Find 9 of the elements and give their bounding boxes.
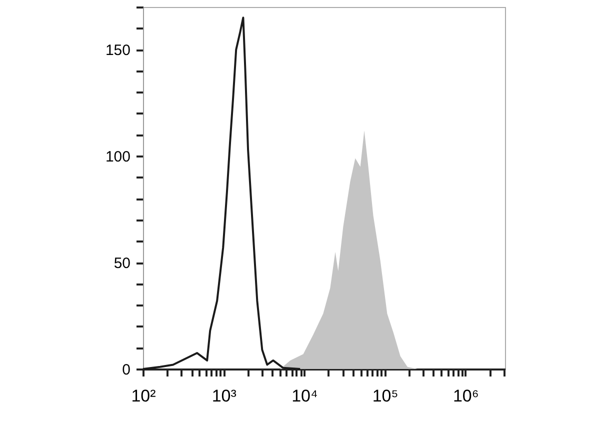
x-tick-label: 10⁶ bbox=[452, 386, 479, 406]
x-tick-label: 10³ bbox=[212, 386, 237, 406]
x-tick-label: 10⁴ bbox=[292, 386, 318, 406]
x-tick-label: 10⁵ bbox=[372, 386, 398, 406]
y-tick-label: 100 bbox=[105, 148, 130, 166]
x-tick-label: 10² bbox=[131, 386, 156, 406]
y-tick-label: 0 bbox=[122, 362, 130, 378]
y-tick-label: 50 bbox=[114, 255, 130, 272]
y-tick-label: 150 bbox=[105, 42, 130, 60]
